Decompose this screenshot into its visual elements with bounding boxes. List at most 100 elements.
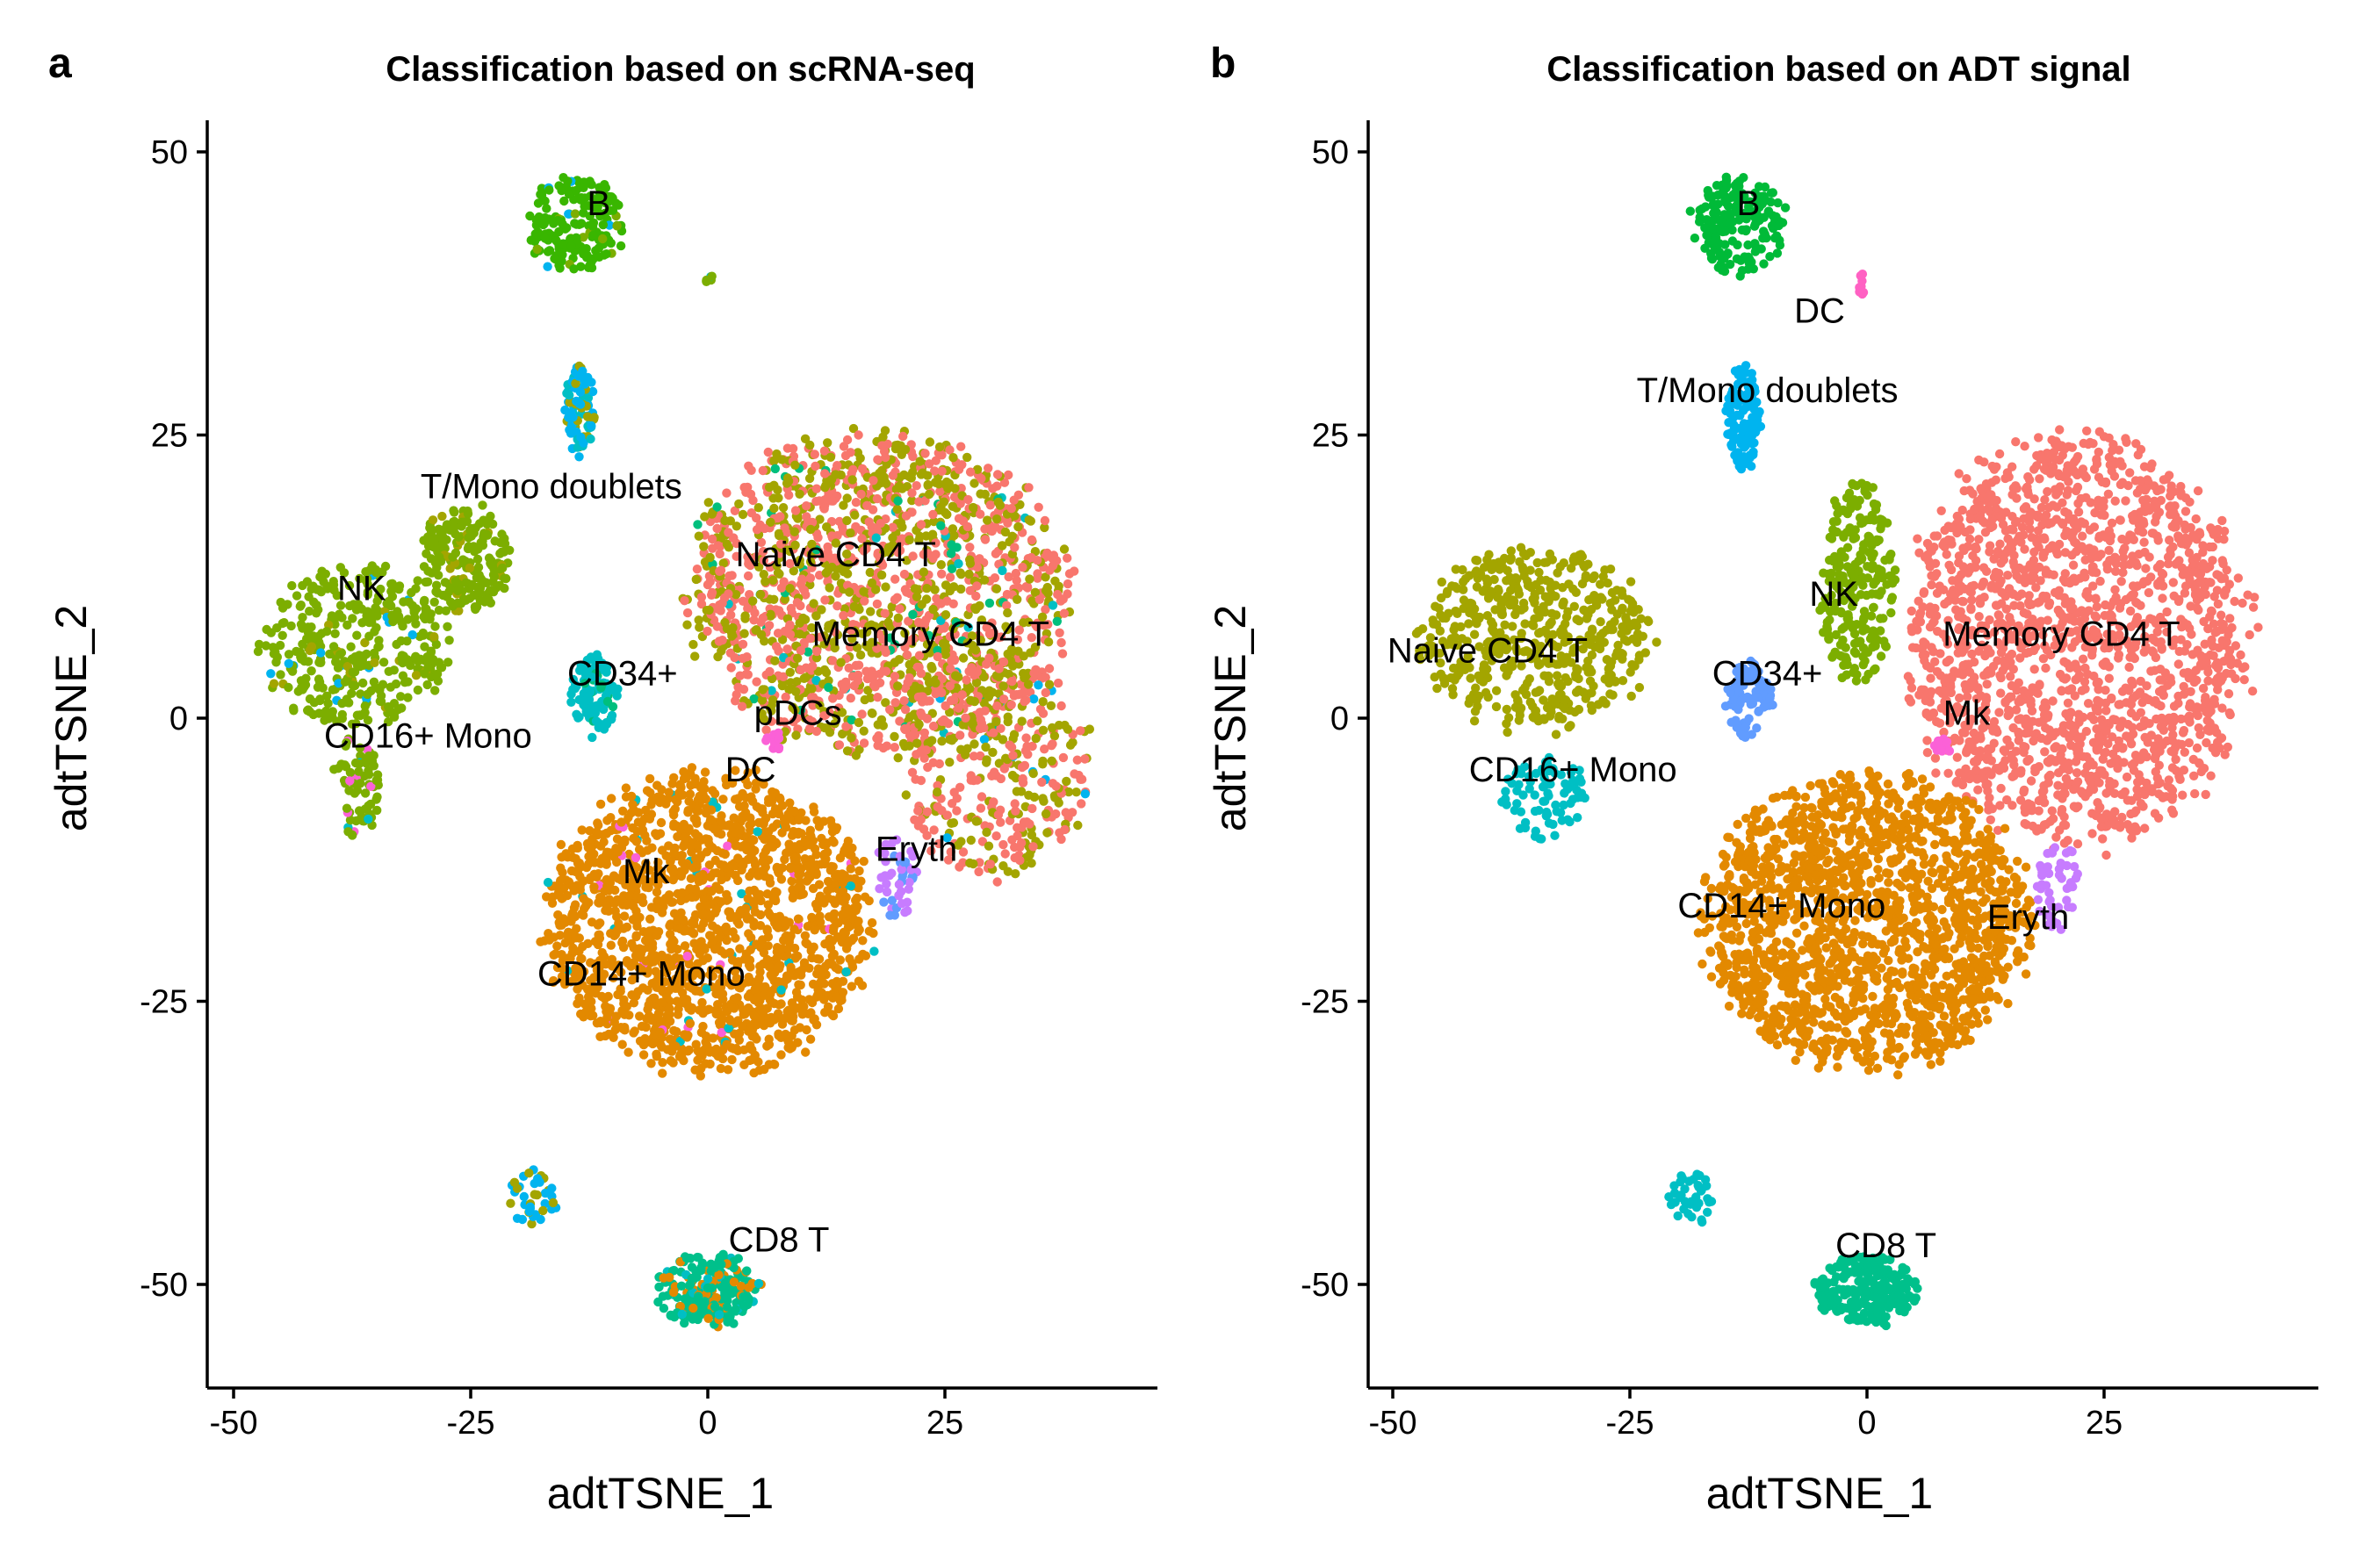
scatter-point	[775, 1000, 784, 1010]
scatter-point	[712, 845, 722, 856]
scatter-point	[881, 698, 890, 708]
scatter-point	[1038, 697, 1048, 707]
scatter-point	[587, 421, 596, 431]
scatter-point	[422, 680, 432, 690]
scatter-point	[857, 629, 868, 638]
scatter-point	[707, 271, 717, 281]
scatter-point	[655, 1027, 665, 1038]
scatter-point	[780, 819, 790, 829]
scatter-point	[931, 688, 941, 699]
scatter-point	[881, 452, 890, 463]
scatter-point	[691, 574, 701, 585]
scatter-point	[674, 1052, 685, 1061]
scatter-point	[750, 984, 760, 994]
scatter-point	[692, 840, 703, 850]
scatter-point	[669, 822, 679, 831]
scatter-point	[955, 730, 965, 740]
scatter-point	[1029, 694, 1039, 704]
scatter-point	[852, 893, 862, 903]
scatter-point	[694, 806, 703, 816]
scatter-point	[655, 797, 665, 808]
scatter-point	[579, 249, 588, 259]
scatter-point	[872, 733, 882, 744]
scatter-point	[716, 816, 725, 826]
scatter-point	[316, 648, 326, 658]
scatter-point	[673, 1010, 683, 1019]
scatter-point	[593, 701, 602, 710]
scatter-point	[624, 1011, 634, 1020]
scatter-point	[543, 877, 553, 888]
scatter-point	[262, 624, 271, 635]
scatter-point	[348, 667, 357, 677]
scatter-point	[611, 1011, 622, 1021]
scatter-point	[785, 667, 795, 677]
scatter-point	[755, 921, 766, 931]
scatter-point	[774, 493, 783, 503]
scatter-point	[945, 445, 955, 455]
scatter-point	[585, 191, 595, 201]
scatter-point	[400, 678, 410, 687]
scatter-point	[606, 238, 616, 248]
scatter-point	[796, 646, 806, 656]
scatter-point	[363, 689, 372, 700]
scatter-point	[798, 889, 808, 899]
scatter-point	[783, 476, 794, 486]
scatter-point	[998, 839, 1008, 850]
scatter-point	[1063, 579, 1073, 589]
scatter-point	[755, 589, 766, 600]
scatter-point	[792, 598, 803, 608]
scatter-point	[1077, 799, 1086, 809]
scatter-point	[763, 941, 773, 951]
scatter-point	[617, 1039, 627, 1049]
scatter-point	[998, 681, 1008, 691]
scatter-point	[420, 595, 429, 606]
scatter-point	[899, 569, 910, 579]
scatter-point	[854, 976, 864, 986]
scatter-point	[984, 464, 993, 473]
scatter-point	[1040, 522, 1049, 533]
scatter-point	[745, 886, 754, 895]
scatter-point	[443, 622, 452, 631]
scatter-point	[564, 190, 574, 199]
scatter-point	[933, 802, 942, 812]
scatter-point	[1044, 680, 1055, 689]
scatter-point	[1047, 756, 1056, 766]
scatter-point	[303, 657, 314, 666]
scatter-point	[965, 543, 975, 552]
scatter-point	[916, 520, 926, 529]
scatter-point	[406, 660, 415, 671]
scatter-point	[548, 892, 558, 902]
scatter-point	[781, 692, 790, 702]
scatter-point	[954, 703, 963, 713]
scatter-point	[358, 678, 368, 688]
scatter-point	[342, 620, 352, 630]
scatter-point	[859, 726, 869, 736]
scatter-point	[835, 853, 846, 863]
scatter-point	[811, 899, 821, 910]
scatter-point	[731, 696, 740, 706]
scatter-point	[361, 615, 371, 626]
scatter-point	[1000, 849, 1010, 859]
scatter-point	[765, 703, 775, 713]
scatter-point	[385, 703, 394, 713]
scatter-point	[752, 513, 761, 523]
scatter-point	[989, 797, 998, 807]
scatter-point	[358, 660, 368, 670]
scatter-point	[1003, 624, 1013, 635]
scatter-point	[712, 502, 722, 512]
scatter-point	[801, 1047, 811, 1057]
scatter-point	[665, 921, 674, 931]
scatter-point	[989, 628, 998, 637]
scatter-point	[821, 480, 831, 491]
scatter-point	[923, 762, 933, 773]
scatter-point	[533, 227, 543, 237]
scatter-point	[602, 874, 612, 884]
scatter-point	[488, 577, 498, 586]
scatter-point	[718, 558, 728, 568]
scatter-point	[652, 1052, 662, 1061]
scatter-point	[766, 989, 775, 999]
scatter-point	[900, 908, 910, 917]
scatter-point	[828, 496, 838, 506]
scatter-point	[899, 696, 909, 706]
scatter-point	[696, 1262, 706, 1273]
